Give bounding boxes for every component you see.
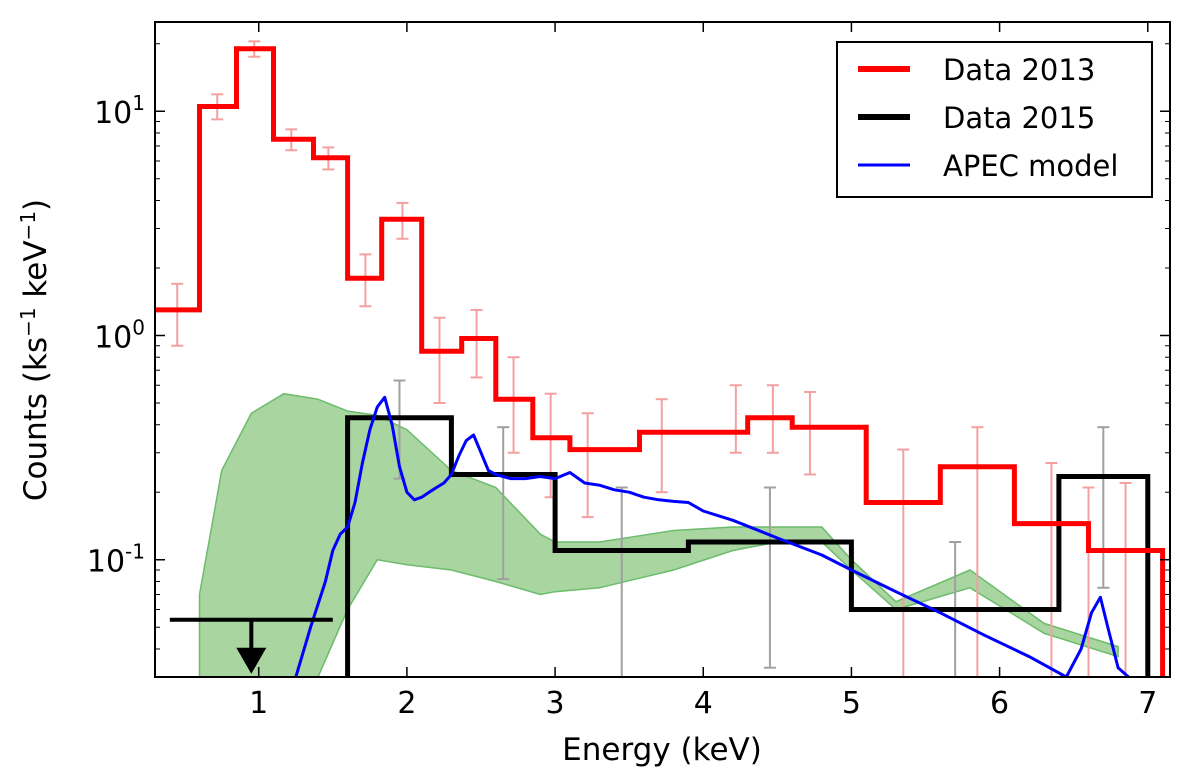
data-2015-errbar: [497, 426, 510, 581]
x-tick-label: 2: [397, 686, 416, 721]
y-tick-label-exp: 1: [132, 91, 145, 115]
data-2013-errbar: [803, 390, 816, 476]
x-axis-title: Energy (keV): [562, 732, 762, 768]
data-2013-errbar: [433, 316, 446, 404]
x-tick-label: 3: [546, 686, 565, 721]
x-tick-label: 1: [249, 686, 268, 721]
series-layer: [155, 46, 1166, 677]
y-tick-label: 101: [94, 91, 145, 131]
data-2015-errbar: [763, 486, 776, 669]
legend-label-data-2015: Data 2015: [943, 101, 1095, 135]
upper-limit-arrow: [236, 647, 267, 674]
error-bar-layer: [171, 40, 1132, 677]
x-tick-label: 4: [694, 686, 713, 721]
y-tick-label-exp: -1: [125, 540, 145, 564]
y-axis-title-exp2: −1: [16, 211, 40, 240]
upper-limit-layer: [169, 617, 333, 674]
y-tick-label-exp: 0: [132, 315, 145, 339]
y-tick-label-base: 10: [94, 320, 132, 355]
legend-label-data-2013: Data 2013: [943, 53, 1095, 87]
data-2013-errbar: [1082, 486, 1095, 677]
y-tick-label-base: 10: [94, 96, 132, 131]
plot-frame: [154, 21, 1171, 678]
y-axis-title-exp1: −1: [16, 307, 40, 336]
data-2013-errbar: [1119, 481, 1132, 677]
y-axis-title-mid: keV: [18, 240, 54, 307]
y-tick-label: 100: [94, 315, 145, 355]
legend-label-apec-model: APEC model: [943, 149, 1118, 183]
green-band-layer: [198, 392, 1119, 677]
y-axis-title-end: ): [18, 199, 54, 211]
data-2013-step-line: [155, 46, 1166, 677]
y-axis-title: Counts (ks−1 keV−1): [16, 199, 54, 501]
y-tick-label-base: 10: [87, 545, 125, 580]
data-2015-errbar: [1097, 426, 1110, 589]
data-2013-errbar: [897, 448, 910, 677]
x-tick-label: 6: [990, 686, 1009, 721]
apec-model-line: [294, 395, 1130, 677]
data-2013-errbar: [470, 308, 483, 379]
data-2015-step-line: [345, 415, 1151, 677]
legend: Data 2013 Data 2015 APEC model: [836, 41, 1153, 198]
data-2013-errbar: [655, 398, 668, 494]
data-2013-errbar: [171, 282, 184, 347]
data-2013-errbar: [581, 412, 594, 519]
data-2013-errbar: [729, 384, 742, 454]
y-axis-title-base: Counts (ks: [18, 337, 54, 501]
data-2015-errbar: [615, 486, 628, 677]
x-tick-label: 7: [1138, 686, 1157, 721]
x-tick-label: 5: [842, 686, 861, 721]
y-tick-label: 10-1: [87, 540, 145, 580]
model-band: [198, 392, 1119, 677]
data-2013-errbar: [1045, 462, 1058, 677]
data-2013-errbar: [507, 356, 520, 454]
